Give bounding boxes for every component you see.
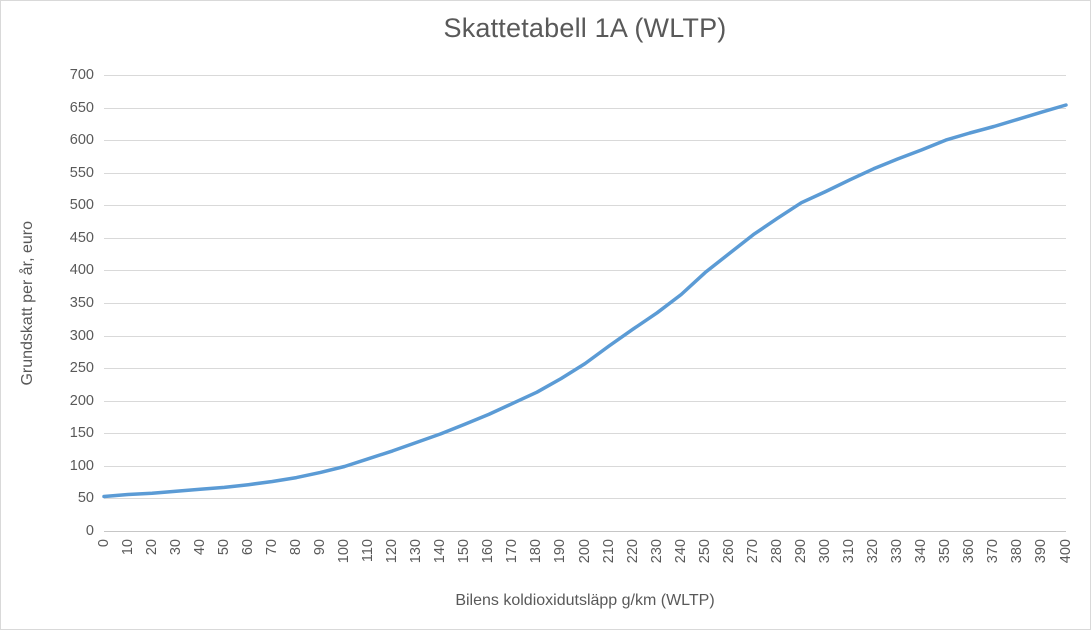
y-axis-title-text: Grundskatt per år, euro	[19, 220, 36, 386]
x-tick-label: 30	[167, 539, 184, 556]
x-tick-label: 220	[624, 539, 641, 564]
x-tick-label: 0	[95, 539, 112, 548]
y-tick-label: 200	[69, 392, 94, 409]
x-tick-label: 100	[336, 539, 352, 564]
x-tick-label: 310	[841, 539, 858, 564]
x-axis-title: Bilens koldioxidutsläpp g/km (WLTP)	[455, 592, 715, 609]
x-tick-label: 300	[817, 539, 833, 564]
x-tick-label: 90	[311, 539, 328, 556]
x-tick-label: 290	[792, 539, 809, 564]
x-tick-label: 140	[432, 539, 449, 564]
x-tick-label: 230	[648, 539, 665, 564]
x-tick-label: 210	[600, 539, 617, 564]
x-tick-label: 360	[961, 539, 978, 564]
series-line	[102, 103, 1068, 499]
x-tick-label: 400	[1057, 539, 1074, 564]
x-tick-label: 370	[985, 539, 1002, 564]
x-tick-label: 180	[528, 539, 545, 564]
x-tick-label: 250	[696, 539, 713, 564]
x-tick-label: 20	[143, 539, 160, 556]
x-tick-label: 270	[744, 539, 761, 564]
y-tick-label: 300	[69, 327, 94, 344]
x-tick-label: 240	[672, 539, 689, 564]
x-tick-label: 380	[1009, 539, 1026, 564]
x-tick-label: 10	[119, 539, 136, 556]
x-tick-label: 40	[191, 539, 208, 556]
y-tick-label: 600	[69, 132, 94, 149]
y-tick-label: 100	[69, 457, 94, 474]
y-tick-label: 650	[69, 99, 94, 116]
x-tick-label: 200	[576, 539, 593, 564]
y-axis-title: Grundskatt per år, euro	[15, 75, 41, 531]
x-tick-label: 350	[937, 539, 954, 564]
x-tick-label: 330	[889, 539, 906, 564]
x-tick-label: 320	[865, 539, 882, 564]
y-tick-label: 150	[69, 425, 94, 442]
y-tick-label: 350	[69, 295, 94, 311]
x-tick-label: 260	[720, 539, 737, 564]
y-tick-label: 400	[69, 262, 94, 279]
y-tick-label: 550	[69, 164, 94, 181]
x-tick-label: 120	[384, 539, 401, 564]
x-tick-label: 110	[360, 539, 377, 563]
x-tick-label: 70	[263, 539, 280, 556]
y-tick-label: 450	[69, 229, 94, 246]
y-tick-label: 50	[77, 490, 94, 507]
x-tick-label: 160	[480, 539, 497, 564]
x-tick-label: 150	[456, 539, 473, 564]
x-tick-label: 170	[504, 539, 521, 564]
y-tick-label: 700	[69, 67, 94, 83]
x-tick-label: 340	[913, 539, 930, 564]
y-tick-label: 0	[85, 523, 94, 539]
x-tick-label: 80	[287, 539, 304, 556]
x-tick-label: 50	[215, 539, 232, 556]
x-tick-label: 280	[768, 539, 785, 564]
x-tick-label: 390	[1033, 539, 1050, 564]
chart-title: Skattetabell 1A (WLTP)	[443, 13, 727, 43]
x-tick-label: 190	[552, 539, 569, 564]
x-tick-label: 130	[408, 539, 425, 564]
x-tick-label: 60	[239, 539, 256, 556]
y-tick-label: 500	[69, 197, 94, 214]
y-tick-label: 250	[69, 360, 94, 377]
